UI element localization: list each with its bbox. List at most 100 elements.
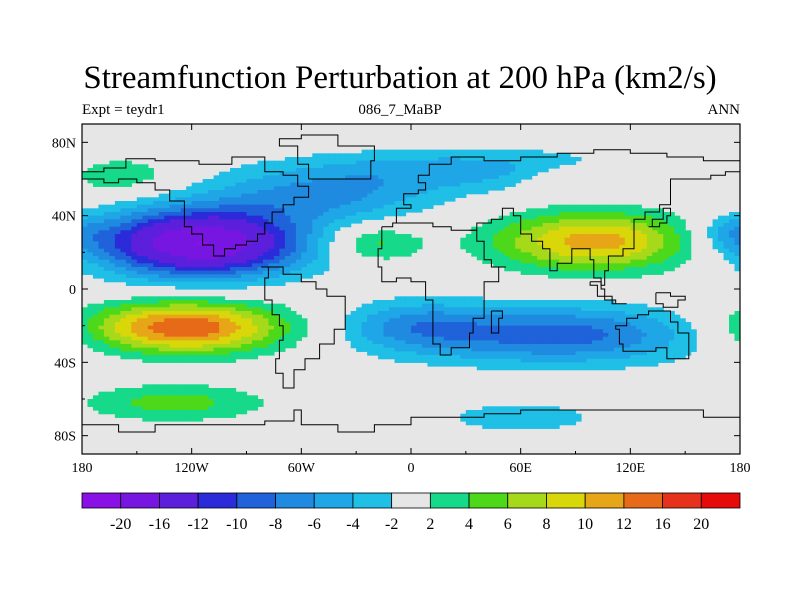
field-cell [345,325,352,330]
field-cell [641,230,648,235]
field-cell [679,223,686,228]
field-cell [476,311,483,316]
field-cell [136,274,143,279]
field-cell [597,234,604,239]
field-cell [372,190,379,195]
field-cell [493,248,500,253]
field-cell [279,252,286,257]
field-cell [476,417,483,422]
field-cell [202,333,209,338]
field-cell [432,358,440,363]
field-cell [465,248,472,253]
field-cell [82,226,89,231]
field-cell [180,399,187,404]
field-cell [400,347,407,352]
field-cell [520,223,527,228]
field-cell [520,421,527,426]
field-cell [120,322,127,327]
field-cell [389,329,396,334]
field-cell [317,212,324,217]
field-cell [646,234,653,239]
field-cell [624,259,631,264]
field-cell [202,208,209,213]
field-cell [389,193,396,198]
field-cell [378,303,385,308]
field-cell [553,322,560,327]
field-cell [416,160,423,165]
field-cell [575,358,582,363]
field-cell [197,344,204,349]
field-cell [465,190,472,195]
field-cell [553,208,560,213]
field-cell [136,391,143,396]
field-cell [147,212,154,217]
field-cell [520,314,527,319]
field-cell [652,215,659,220]
field-cell [504,421,511,426]
field-cell [602,248,609,253]
field-cell [136,164,143,169]
field-cell [421,193,429,198]
field-cell [493,410,500,415]
field-cell [125,256,132,261]
field-cell [564,325,571,330]
field-cell [619,226,626,231]
field-cell [350,160,357,165]
field-cell [87,241,94,246]
field-cell [608,208,615,213]
field-cell [586,204,593,209]
field-cell [345,193,352,198]
field-cell [504,157,511,162]
x-axis: 180 120W 60W 0 60E 120E 180 [72,124,751,476]
field-cell [323,230,330,235]
field-cell [87,336,94,341]
field-cell [602,274,609,279]
field-cell [142,329,149,334]
field-cell [389,190,396,195]
field-cell [268,351,275,356]
field-cell [367,204,374,209]
field-cell [449,351,456,356]
field-cell [109,278,116,283]
field-cell [635,340,642,345]
field-cell [602,223,609,228]
field-cell [136,347,143,352]
field-cell [641,303,648,308]
field-cell [164,248,171,253]
field-cell [520,252,527,257]
field-cell [526,410,533,415]
field-cell [537,267,544,272]
field-cell [542,413,549,418]
field-cell [290,223,297,228]
field-cell [400,153,407,158]
field-cell [734,226,740,231]
field-cell [608,226,615,231]
field-cell [142,245,149,250]
field-cell [180,347,187,352]
field-cell [575,230,582,235]
field-cell [169,215,176,220]
field-cell [114,171,121,176]
field-cell [548,300,555,305]
field-cell [82,219,89,224]
field-cell [87,219,94,224]
field-cell [350,197,357,202]
field-cell [147,270,154,275]
field-cell [411,355,418,360]
field-cell [241,311,248,316]
field-cell [257,208,264,213]
field-cell [339,197,346,202]
field-cell [405,340,412,345]
field-cell [630,252,637,257]
field-cell [372,303,379,308]
field-cell [394,241,401,246]
field-cell [367,347,374,352]
field-cell [482,344,489,349]
field-cell [306,168,313,173]
field-cell [268,336,275,341]
field-cell [224,329,231,334]
field-cell [109,325,116,330]
field-cell [208,391,215,396]
field-cell [251,245,259,250]
field-cell [301,267,308,272]
